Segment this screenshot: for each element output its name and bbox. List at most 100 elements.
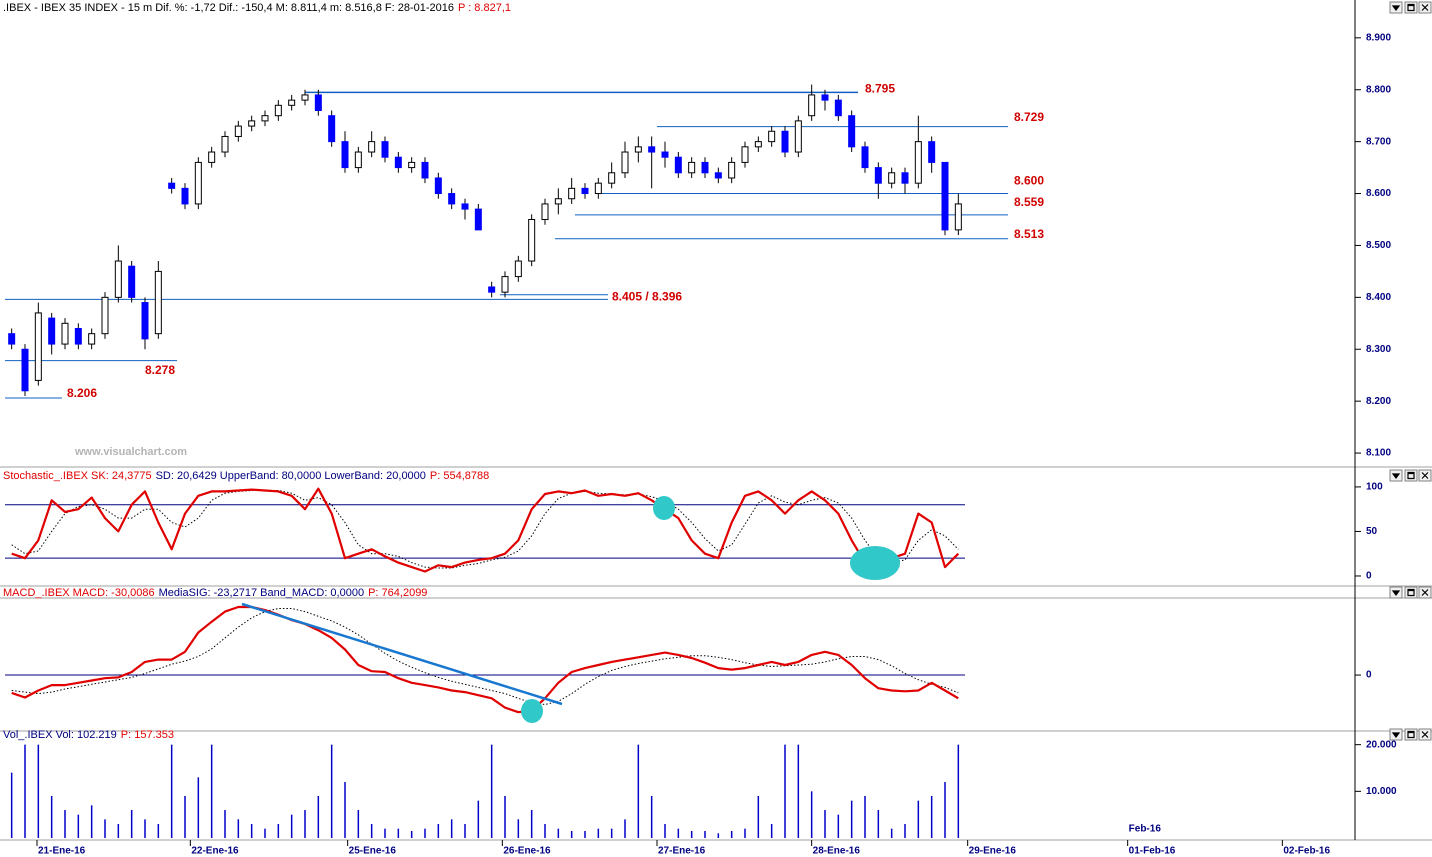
volume-bar [730, 831, 733, 838]
candle-body [274, 104, 282, 117]
candle-body [8, 333, 16, 345]
volume-bar [597, 828, 600, 838]
volume-bar [677, 828, 680, 838]
volume-bar [397, 828, 400, 838]
candle-body [861, 146, 869, 169]
panel-maximize-button[interactable] [1404, 1, 1418, 14]
panel-maximize-button[interactable] [1404, 586, 1418, 599]
trend-line [241, 602, 563, 706]
volume-bar [357, 810, 360, 838]
volume-bar [504, 796, 506, 838]
volume-bar [744, 828, 746, 838]
volume-bar [824, 810, 826, 838]
panel-menu-button[interactable] [1389, 586, 1403, 599]
volume-bar [797, 744, 800, 838]
volume-bar [850, 800, 853, 838]
highlight-circle [850, 546, 900, 580]
candle-body [714, 172, 722, 179]
candle-body [674, 156, 682, 174]
header-segment: P: 157.353 [121, 729, 174, 741]
x-tick-label: 02-Feb-16 [1283, 846, 1330, 857]
panel-menu-button[interactable] [1389, 1, 1403, 14]
panel-close-button[interactable] [1418, 728, 1432, 741]
panel-header: Stochastic_.IBEX SK: 24,3775 SD: 20,6429 … [3, 470, 489, 482]
panel-close-button[interactable] [1418, 1, 1432, 14]
candle-body [314, 94, 322, 112]
button-glyph [1421, 4, 1429, 11]
candle-body [781, 130, 789, 153]
volume-bar [517, 819, 520, 838]
highlight-circle [653, 496, 675, 520]
x-tick-label: 25-Ene-16 [349, 846, 397, 857]
candle-body [568, 187, 576, 200]
highlight-circle [521, 699, 543, 723]
button-glyph [1391, 590, 1401, 596]
candle-body [48, 317, 56, 345]
candle-body [128, 265, 136, 298]
y-tick-label: 8.200 [1366, 396, 1391, 407]
y-tick-label: 20.000 [1366, 739, 1397, 750]
candle-body [728, 161, 736, 179]
candle-body [528, 218, 536, 262]
volume-bar [170, 744, 173, 838]
volume-bar [90, 805, 93, 838]
volume-bar [464, 824, 466, 838]
volume-bar [437, 824, 440, 838]
button-glyph [1407, 471, 1415, 480]
panel-close-button[interactable] [1418, 586, 1432, 599]
button-glyph [1407, 3, 1415, 12]
candle-body [154, 270, 162, 335]
candle-body [581, 187, 589, 195]
panel-maximize-button[interactable] [1404, 728, 1418, 741]
y-tick-label: 8.600 [1366, 188, 1391, 199]
candle-body [168, 182, 176, 189]
volume-bar [770, 824, 773, 838]
volume-bar [490, 744, 493, 838]
volume-bar [637, 744, 640, 838]
level-label: 8.405 / 8.396 [612, 289, 682, 303]
volume-bar [650, 796, 653, 838]
x-tick-label: 28-Ene-16 [813, 846, 861, 857]
level-label: 8.278 [145, 363, 175, 377]
candle-body [221, 135, 229, 153]
panel-menu-button[interactable] [1389, 728, 1403, 741]
level-label: 8.206 [67, 386, 97, 400]
volume-bar [410, 831, 413, 838]
volume-bar [210, 744, 213, 838]
candle-body [701, 161, 709, 174]
candle-body [808, 94, 816, 117]
candle-body [888, 172, 896, 184]
candle-body [634, 146, 642, 153]
panel-menu-button[interactable] [1389, 469, 1403, 482]
volume-bar [757, 796, 760, 838]
button-frame [1404, 1, 1418, 14]
panel-maximize-button[interactable] [1404, 469, 1418, 482]
candle-body [941, 161, 949, 231]
volume-bar [424, 828, 426, 838]
candle-body [101, 296, 109, 335]
candle-body [301, 94, 309, 101]
candle-body [394, 156, 402, 169]
panel-close-button[interactable] [1418, 469, 1432, 482]
volume-bar [384, 828, 386, 838]
volume-bar [810, 791, 813, 838]
candle-body [61, 322, 69, 345]
volume-bar [944, 782, 946, 838]
button-frame [1404, 469, 1418, 482]
level-label: 8.513 [1014, 227, 1044, 241]
candle-body [354, 151, 362, 169]
volume-bar [197, 777, 200, 838]
volume-bar [957, 744, 960, 838]
candle-body [21, 348, 29, 392]
button-frame [1404, 728, 1418, 741]
volume-bar [690, 831, 693, 838]
header-segment: Stochastic_.IBEX SK: 24,3775 [3, 470, 152, 482]
x-tick-label: 22-Ene-16 [191, 846, 239, 857]
y-tick-label: 8.900 [1366, 32, 1391, 43]
volume-bar [330, 744, 333, 838]
panel-header: Vol_.IBEX Vol: 102.219 P: 157.353 [3, 729, 174, 741]
volume-bar [290, 814, 293, 838]
x-tick-label: 27-Ene-16 [658, 846, 706, 857]
